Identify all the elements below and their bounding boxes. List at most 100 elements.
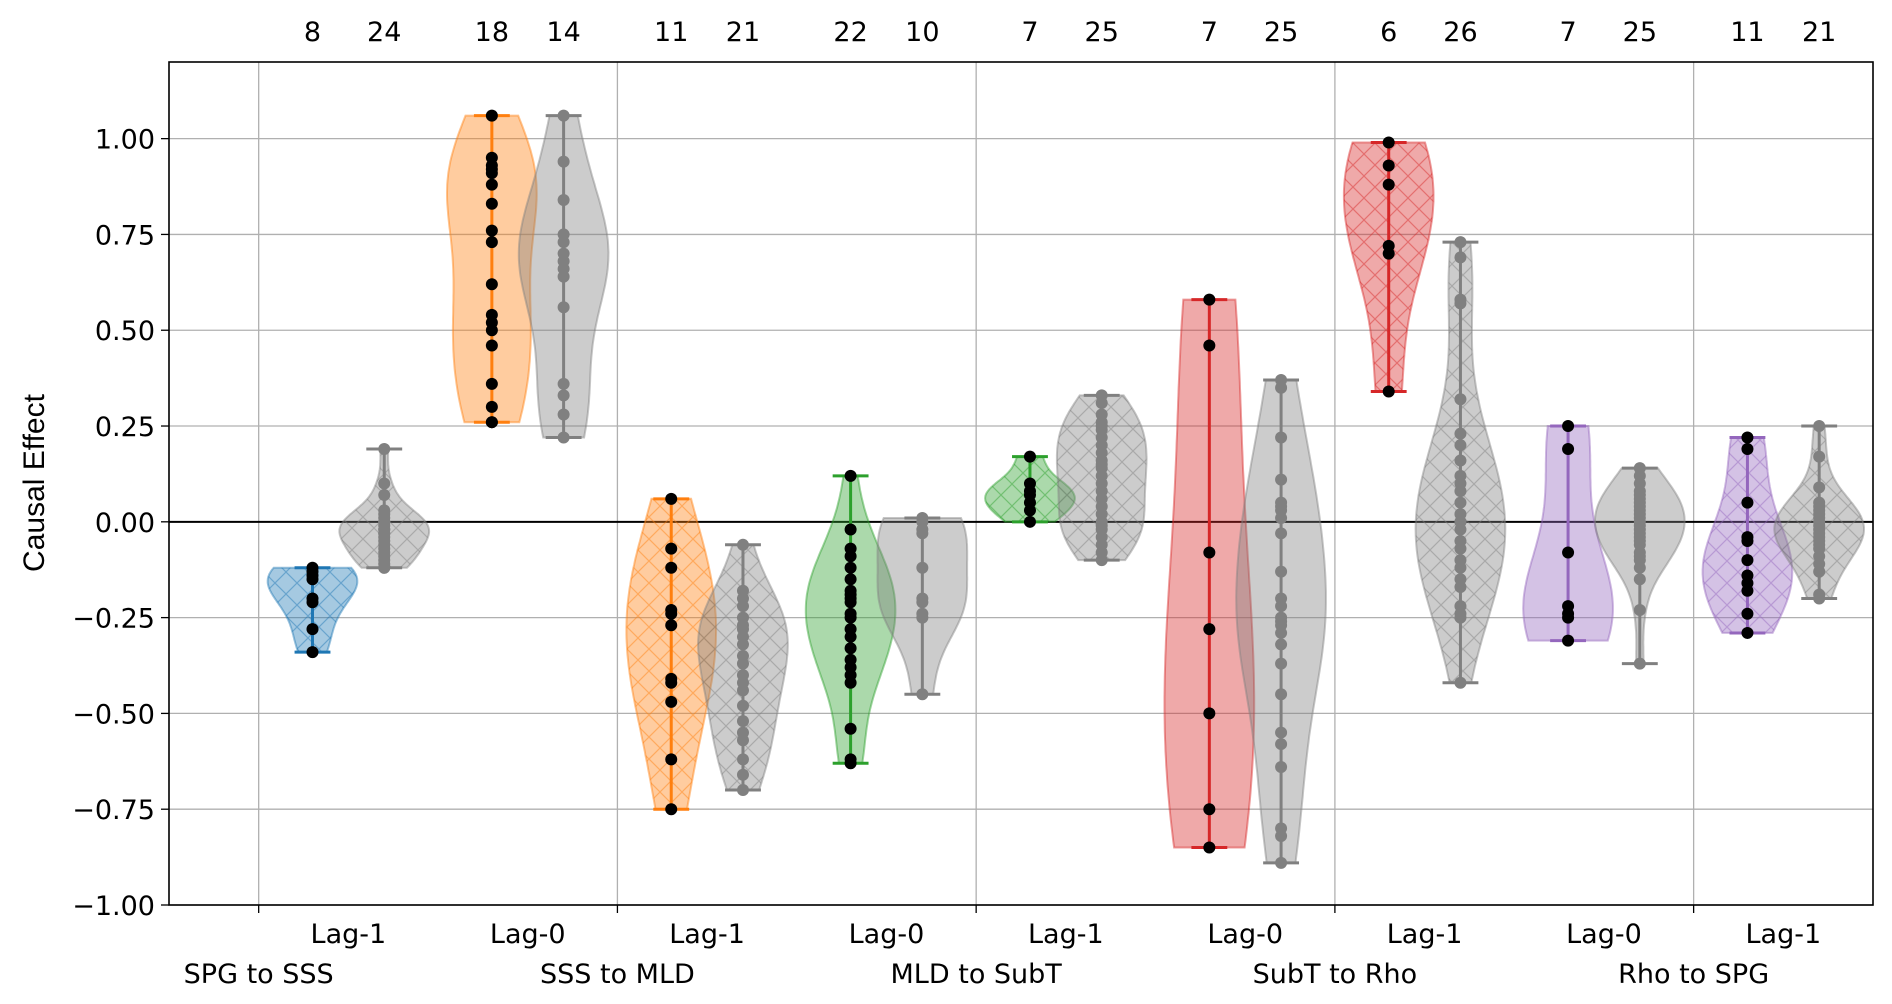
data-point — [1741, 607, 1754, 620]
data-point — [485, 178, 498, 191]
data-point — [1454, 297, 1467, 310]
data-point — [1203, 623, 1216, 636]
data-point — [1203, 546, 1216, 559]
main-violin — [266, 561, 359, 659]
data-point — [557, 389, 570, 402]
data-point — [1741, 534, 1754, 547]
y-tick-label: 1.00 — [95, 125, 155, 156]
data-point — [1454, 485, 1467, 498]
y-axis-label: Causal Effect — [18, 393, 51, 572]
count-label: 26 — [1443, 17, 1477, 48]
data-point — [1275, 431, 1288, 444]
y-tick-label: −1.00 — [72, 891, 155, 922]
data-point — [306, 623, 319, 636]
data-point — [844, 757, 857, 770]
data-point — [844, 573, 857, 586]
data-point — [1633, 657, 1646, 670]
data-point — [736, 699, 749, 712]
data-point — [1275, 600, 1288, 613]
count-label: 18 — [475, 17, 509, 48]
data-point — [1382, 247, 1395, 260]
group-label: SSS to MLD — [540, 959, 695, 990]
data-point — [736, 768, 749, 781]
data-point — [844, 596, 857, 609]
data-point — [557, 236, 570, 249]
data-point — [844, 676, 857, 689]
data-point — [1562, 611, 1575, 624]
count-label: 11 — [654, 17, 688, 48]
data-point — [1275, 381, 1288, 394]
data-point — [1275, 856, 1288, 869]
data-point — [736, 753, 749, 766]
data-point — [485, 224, 498, 237]
data-point — [557, 155, 570, 168]
data-point — [378, 561, 391, 574]
main-violin — [625, 492, 718, 816]
count-label: 14 — [546, 17, 580, 48]
lag-label: Lag-0 — [1207, 919, 1283, 950]
main-violin — [1163, 293, 1256, 854]
data-point — [1023, 515, 1036, 528]
data-point — [1275, 726, 1288, 739]
data-point — [485, 197, 498, 210]
data-point — [1275, 527, 1288, 540]
data-point — [736, 638, 749, 651]
reference-violin — [876, 511, 969, 701]
data-point — [665, 803, 678, 816]
data-point — [485, 416, 498, 429]
data-point — [1275, 688, 1288, 701]
reference-violin — [1414, 236, 1507, 689]
data-point — [1203, 841, 1216, 854]
data-point — [1203, 339, 1216, 352]
data-point — [557, 408, 570, 421]
data-point — [1382, 385, 1395, 398]
count-label: 22 — [833, 17, 867, 48]
reference-violin — [1594, 462, 1686, 670]
data-point — [378, 527, 391, 540]
data-point — [736, 715, 749, 728]
data-point — [1095, 397, 1108, 410]
data-point — [665, 561, 678, 574]
lag-label: Lag-1 — [1387, 919, 1463, 950]
reference-violin — [1773, 420, 1865, 605]
data-point — [485, 167, 498, 180]
data-point — [485, 339, 498, 352]
data-point — [1454, 439, 1467, 452]
main-violin — [1342, 136, 1435, 398]
group-label: SubT to Rho — [1253, 959, 1418, 990]
count-label: 25 — [1085, 17, 1119, 48]
main-violin — [1522, 420, 1614, 647]
data-point — [557, 431, 570, 444]
data-point — [844, 550, 857, 563]
data-point — [306, 573, 319, 586]
lag-label: Lag-0 — [1566, 919, 1642, 950]
data-point — [1454, 580, 1467, 593]
data-point — [485, 324, 498, 337]
plot-frame — [168, 61, 1874, 906]
count-label: 21 — [1802, 17, 1836, 48]
data-point — [1741, 584, 1754, 597]
data-point — [557, 377, 570, 390]
data-point — [916, 688, 929, 701]
count-label: 7 — [1201, 17, 1218, 48]
y-tick-label: −0.75 — [72, 795, 155, 826]
main-violin — [984, 450, 1076, 528]
data-point — [485, 109, 498, 122]
main-violin — [804, 469, 897, 770]
main-violin — [1701, 431, 1794, 639]
data-point — [1454, 393, 1467, 406]
lag-label: Lag-0 — [490, 919, 566, 950]
data-point — [1741, 496, 1754, 509]
data-point — [1382, 136, 1395, 149]
data-point — [1813, 420, 1826, 433]
data-point — [557, 301, 570, 314]
data-point — [844, 630, 857, 643]
lag-label: Lag-1 — [1028, 919, 1104, 950]
data-point — [844, 642, 857, 655]
data-point — [1741, 431, 1754, 444]
count-label: 6 — [1380, 17, 1397, 48]
data-point — [1454, 611, 1467, 624]
data-point — [306, 646, 319, 659]
count-label: 24 — [367, 17, 401, 48]
